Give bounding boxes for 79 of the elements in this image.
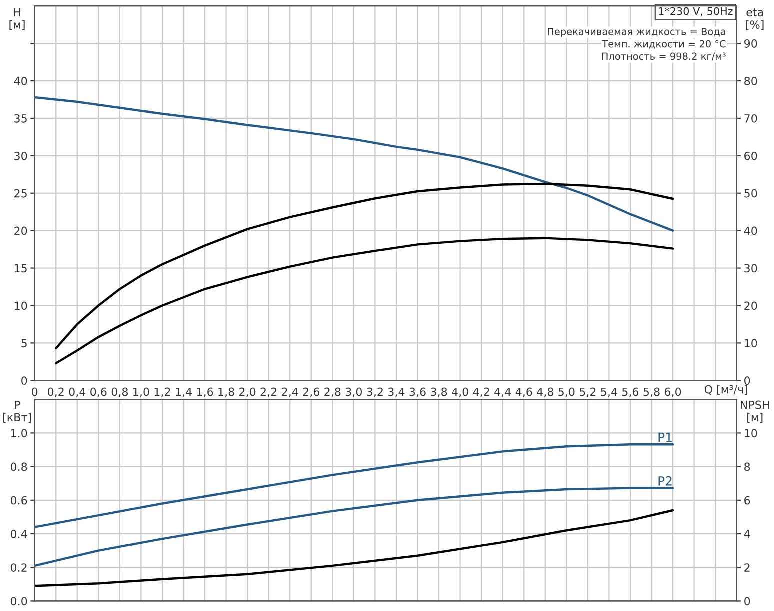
- y-tick-label: 35: [14, 114, 27, 123]
- x-tick-label: 1,6: [197, 388, 214, 398]
- y2-axis-title: NPSH [м]: [740, 400, 770, 423]
- y-tick-label: 5: [22, 339, 27, 348]
- series-label: P2: [658, 476, 672, 486]
- y-tick-label: 1.0: [11, 429, 28, 438]
- y-tick-label: 40: [14, 76, 28, 86]
- annotation: Плотность = 998.2 кг/м³: [602, 52, 726, 61]
- x-tick-label: 4,4: [494, 388, 512, 398]
- x-tick-label: 3,4: [388, 388, 405, 398]
- y2-tick-label: 2: [744, 564, 750, 572]
- x-tick-label: 2,4: [282, 388, 298, 398]
- y-tick-label: 0.2: [10, 564, 27, 572]
- y2-tick-label: 6: [744, 496, 750, 505]
- x-tick-label: 2,2: [260, 388, 277, 398]
- y-tick-label: 30: [14, 152, 28, 160]
- x-tick-label: 3,6: [410, 388, 426, 398]
- x-tick-label: 2,6: [303, 388, 320, 398]
- y2-tick-label: 80: [744, 76, 758, 86]
- x-tick-label: 3,0: [346, 388, 362, 398]
- x-tick-label: 3,8: [431, 388, 448, 398]
- y-tick-label: 10: [14, 302, 28, 310]
- x-tick-label: 3,2: [367, 388, 383, 398]
- x-tick-label: 1,4: [176, 388, 192, 398]
- y2-tick-label: 0: [744, 376, 750, 386]
- line-series: [54, 237, 674, 365]
- y2-tick-label: 50: [744, 189, 758, 198]
- x-tick-label: 2,0: [240, 388, 256, 398]
- x-tick-label: 5,6: [622, 388, 639, 398]
- line-series: [54, 182, 674, 350]
- x-tick-label: 1,0: [134, 388, 150, 398]
- y2-tick-label: 20: [744, 302, 758, 310]
- x-tick-label: 1,2: [154, 388, 170, 398]
- x-tick-label: 0,2: [48, 388, 64, 398]
- x-tick-label: 0,4: [69, 388, 86, 398]
- y2-tick-label: 90: [744, 40, 758, 48]
- annotation: Перекачиваемая жидкость = Вода: [548, 28, 726, 38]
- y2-tick-label: 10: [745, 429, 758, 438]
- x-tick-label: 0,8: [112, 388, 128, 398]
- y-axis-title: H [м]: [10, 8, 25, 30]
- x-tick-label: 5,4: [601, 388, 618, 398]
- y-tick-label: 15: [14, 264, 27, 273]
- y-tick-label: 0.8: [10, 462, 28, 472]
- line-series: [34, 444, 674, 528]
- y-tick-label: 0.0: [10, 597, 28, 606]
- y2-tick-label: 40: [744, 226, 758, 236]
- y2-tick-label: 30: [744, 264, 758, 273]
- x-axis-title: Q [м³/ч]: [704, 385, 748, 396]
- y-tick-label: 25: [14, 189, 27, 198]
- y-tick-label: 20: [14, 226, 28, 236]
- y2-tick-label: 10: [745, 339, 758, 348]
- x-tick-label: 4,6: [516, 388, 532, 398]
- y-tick-label: 0.4: [10, 530, 28, 538]
- y-axis-title: P [кВт]: [3, 400, 32, 423]
- x-tick-label: 0: [32, 388, 38, 396]
- y2-tick-label: 8: [744, 462, 750, 472]
- annotation: Темп. жидкости = 20 °C: [602, 40, 726, 49]
- y2-tick-label: 60: [744, 152, 758, 160]
- y2-tick-label: 4: [744, 530, 750, 538]
- x-tick-label: 4,0: [452, 388, 468, 398]
- x-tick-label: 1,8: [218, 388, 234, 398]
- x-tick-label: 2,8: [324, 388, 341, 398]
- x-tick-label: 5,2: [580, 388, 596, 398]
- y2-tick-label: 0: [744, 597, 750, 606]
- x-tick-label: 0,6: [90, 388, 107, 398]
- x-tick-label: 4,2: [473, 388, 490, 398]
- series-label: P1: [658, 432, 672, 442]
- line-series: [34, 96, 674, 232]
- x-tick-label: 5,0: [558, 388, 575, 398]
- y-tick-label: 0.6: [10, 496, 28, 505]
- x-tick-label: 4,8: [537, 388, 554, 398]
- line-series: [34, 509, 674, 588]
- y2-tick-label: 70: [744, 114, 758, 123]
- annotation: 1*230 V, 50Hz: [659, 7, 733, 16]
- line-series: [34, 487, 674, 568]
- x-tick-label: 6,0: [664, 388, 682, 398]
- y2-axis-title: eta [%]: [746, 8, 764, 30]
- y-tick-label: 0: [22, 376, 28, 386]
- x-tick-label: 5,8: [644, 388, 660, 398]
